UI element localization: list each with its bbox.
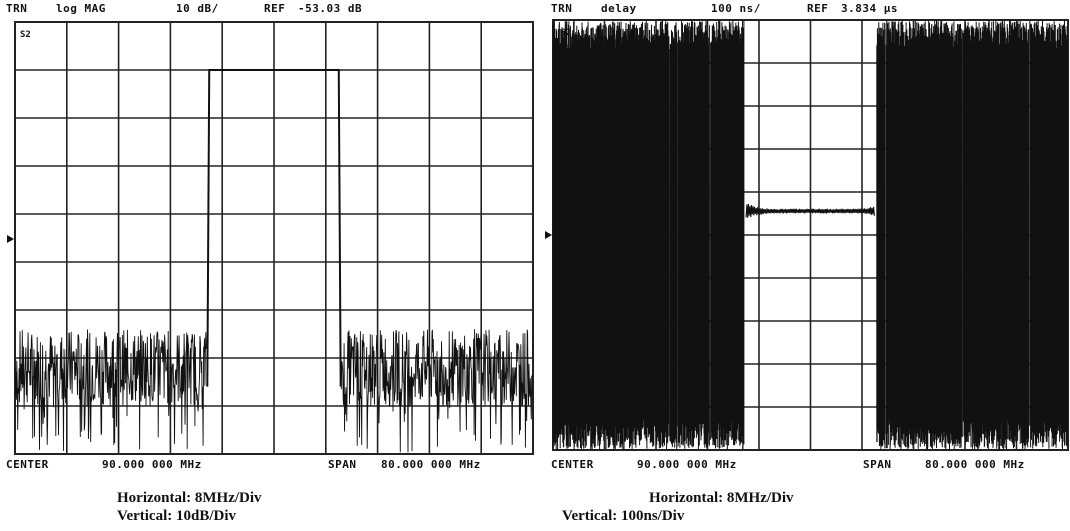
delay-chart-header: TRN delay 100 ns/ REF 3.834 μs — [551, 2, 1064, 20]
vertical-scale-caption: Vertical: 100ns/Div — [562, 508, 685, 524]
delay-chart-panel: TRN delay 100 ns/ REF 3.834 μs S2 CENTER… — [545, 0, 1070, 478]
horizontal-scale-caption: Horizontal: 8MHz/Div — [649, 490, 794, 506]
magnitude-chart-footer: CENTER 90.000 000 MHz SPAN 80.000 000 MH… — [6, 458, 534, 474]
stopband-noise-trace — [14, 329, 207, 451]
center-label: CENTER — [6, 458, 49, 471]
magnitude-chart-header: TRN log MAG 10 dB/ REF -53.03 dB — [6, 2, 534, 20]
span-value: 80.000 000 MHz — [925, 458, 1025, 471]
ref-position-arrow — [545, 231, 552, 239]
span-label: SPAN — [328, 458, 357, 471]
scale-label: 100 ns/ — [711, 2, 761, 15]
delay-plot — [552, 19, 1069, 451]
ref-label: REF — [807, 2, 829, 15]
ref-label: REF — [264, 2, 286, 15]
magnitude-caption: Horizontal: 8MHz/Div Vertical: 10dB/Div — [117, 489, 262, 525]
delay-chart-footer: CENTER 90.000 000 MHz SPAN 80.000 000 MH… — [551, 458, 1064, 474]
span-value: 80.000 000 MHz — [381, 458, 481, 471]
marker-label: S2 — [20, 30, 31, 40]
ref-position-arrow — [7, 235, 14, 243]
ref-value: 3.834 μs — [841, 2, 898, 15]
stopband-noise-trace — [876, 20, 1068, 450]
passband-delay-trace — [745, 203, 875, 218]
passband-trace — [206, 69, 342, 387]
delay-caption: Horizontal: 8MHz/Div Vertical: 100ns/Div — [562, 489, 794, 525]
channel-label: TRN — [6, 2, 28, 15]
stopband-noise-trace — [552, 20, 745, 450]
scale-label: 10 dB/ — [176, 2, 219, 15]
span-label: SPAN — [863, 458, 892, 471]
stopband-noise-trace — [340, 329, 534, 453]
vertical-scale-caption: Vertical: 10dB/Div — [117, 508, 237, 524]
marker-label: S2 — [561, 28, 572, 38]
center-value: 90.000 000 MHz — [102, 458, 202, 471]
format-label: log MAG — [56, 2, 106, 15]
magnitude-plot — [14, 21, 534, 455]
format-label: delay — [601, 2, 637, 15]
ref-value: -53.03 dB — [298, 2, 363, 15]
horizontal-scale-caption: Horizontal: 8MHz/Div — [117, 490, 262, 506]
channel-label: TRN — [551, 2, 573, 15]
center-label: CENTER — [551, 458, 594, 471]
magnitude-chart-panel: TRN log MAG 10 dB/ REF -53.03 dB S2 CENT… — [0, 0, 540, 478]
center-value: 90.000 000 MHz — [637, 458, 737, 471]
